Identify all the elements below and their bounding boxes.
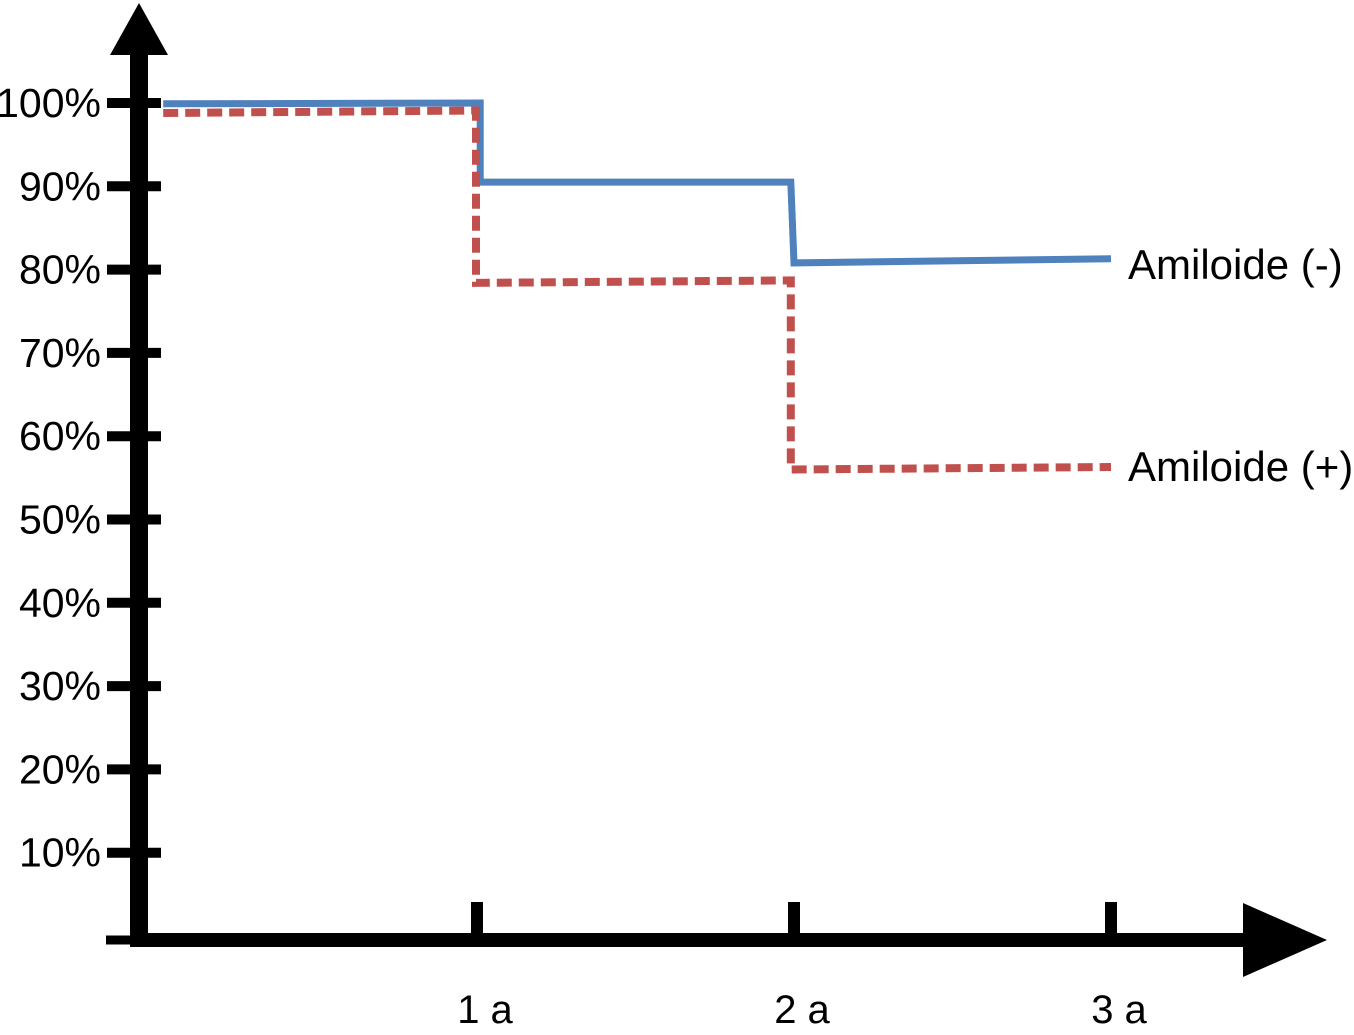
y-tick-label: 40%	[19, 580, 101, 626]
x-axis-line	[130, 933, 1246, 947]
y-axis-arrowhead-icon	[110, 3, 168, 55]
series-line-amiloide-negative	[163, 99, 1112, 267]
series-line-amiloide-positive	[163, 106, 1112, 474]
y-tick-label: 80%	[19, 247, 101, 293]
x-axis-arrowhead-icon	[1243, 903, 1327, 977]
series-label-amiloide-positive: Amiloide (+)	[1128, 443, 1354, 490]
y-tick-label: 30%	[19, 663, 101, 709]
y-tick-label: 50%	[19, 497, 101, 543]
y-tick-label: 100%	[0, 80, 101, 126]
x-tick-label: 1 a	[457, 988, 513, 1032]
y-axis-line	[130, 28, 148, 947]
y-tick-label: 90%	[19, 163, 101, 209]
y-tick-label: 20%	[19, 746, 101, 792]
x-tick-label: 2 a	[774, 988, 830, 1032]
y-tick-label: 70%	[19, 330, 101, 376]
x-tick-label: 3 a	[1091, 988, 1147, 1032]
y-tick-label: 60%	[19, 413, 101, 459]
y-tick-label: 10%	[19, 830, 101, 876]
series-label-amiloide-negative: Amiloide (-)	[1128, 241, 1343, 288]
